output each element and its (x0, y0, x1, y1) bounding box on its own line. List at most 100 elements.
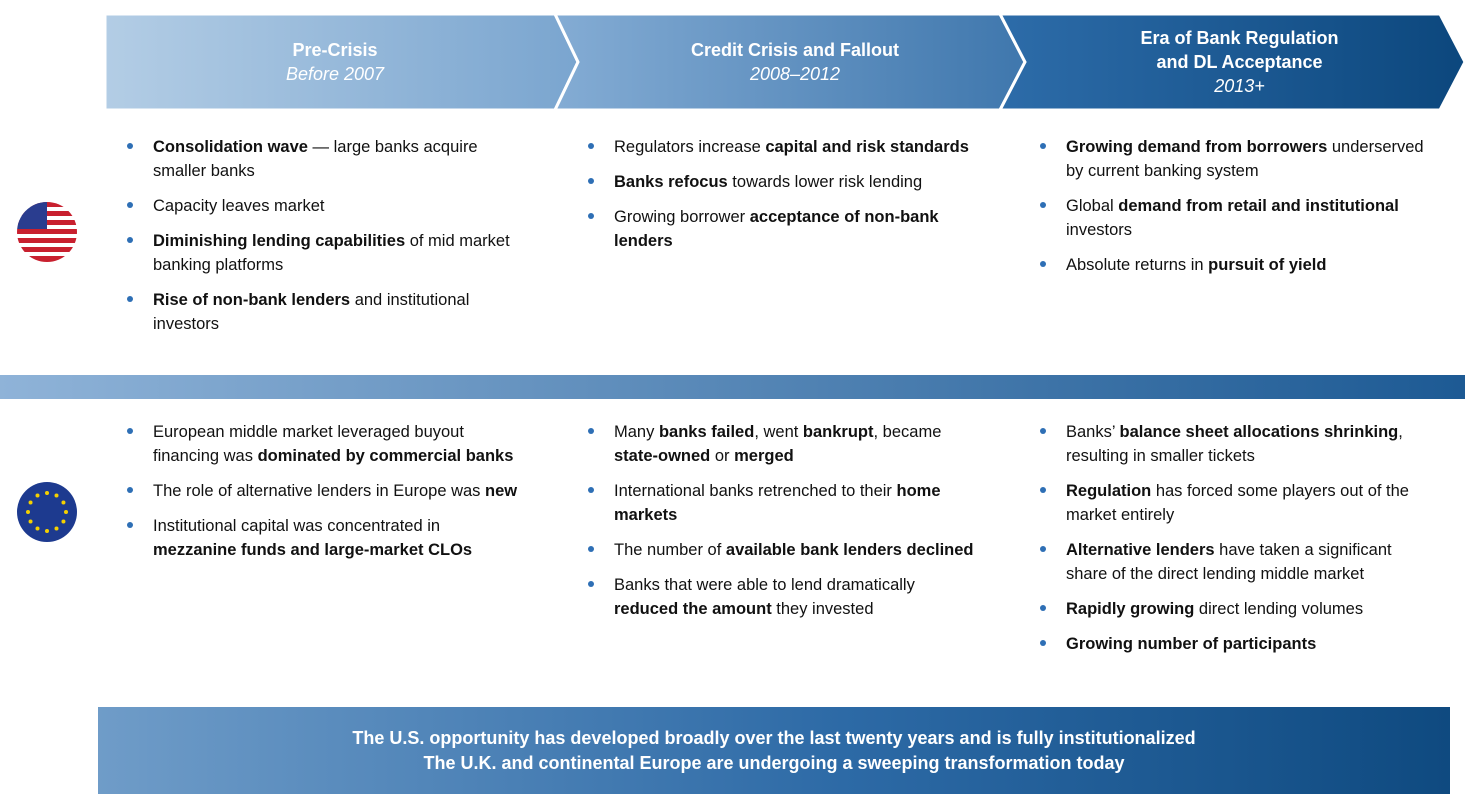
text: they invested (771, 600, 874, 618)
bullet-column: Many banks failed, went bankrupt, became… (588, 420, 983, 632)
phase-title: and DL Acceptance (1156, 52, 1323, 72)
bold-text: merged (734, 447, 794, 465)
star (45, 491, 49, 495)
text: — large banks acquire smaller banks (153, 138, 478, 180)
bullet: Banks that were able to lend dramaticall… (588, 573, 983, 621)
bold-text: Rise of non-bank lenders (153, 291, 351, 309)
text: The number of (614, 541, 726, 559)
text: have taken a significant share of the di… (1066, 541, 1392, 583)
footer-line: The U.K. and continental Europe are unde… (423, 752, 1125, 773)
bullet-column: Regulators increase capital and risk sta… (588, 135, 983, 264)
text: Growing borrower (614, 208, 750, 226)
text: European middle market leveraged buyout … (153, 423, 464, 465)
bullet: Capacity leaves market (127, 194, 522, 218)
star (54, 493, 59, 498)
us-flag (17, 202, 77, 262)
bold-text: pursuit of yield (1208, 256, 1327, 274)
star (26, 510, 30, 514)
bold-text: banks failed (658, 423, 755, 441)
chevron (997, 12, 1465, 112)
bold-text: Alternative lenders (1066, 541, 1215, 559)
bold-text: state-owned (614, 447, 711, 465)
bullet: Global demand from retail and institutio… (1040, 194, 1435, 242)
bold-text: Rapidly growing (1066, 600, 1195, 618)
bold-text: reduced the amount (614, 600, 772, 618)
text: direct lending volumes (1194, 600, 1364, 618)
bullet: European middle market leveraged buyout … (127, 420, 522, 468)
bullet-column: European middle market leveraged buyout … (127, 420, 522, 573)
star (61, 500, 66, 505)
bold-text: capital and risk standards (765, 138, 969, 156)
star (64, 510, 68, 514)
bold-text: balance sheet allocations shrinking (1119, 423, 1399, 441)
bullet-column: Growing demand from borrowers underserve… (1040, 135, 1435, 288)
bullet: Rapidly growing direct lending volumes (1040, 597, 1435, 621)
bullet: Alternative lenders have taken a signifi… (1040, 538, 1435, 586)
bullet: Absolute returns in pursuit of yield (1040, 253, 1435, 277)
text: or (710, 447, 735, 465)
eu-flag (17, 482, 77, 542)
text: Banks’ (1066, 423, 1120, 441)
footer-line: The U.S. opportunity has developed broad… (352, 727, 1196, 748)
bullet-column: Banks’ balance sheet allocations shrinki… (1040, 420, 1435, 667)
star (54, 526, 59, 531)
bullet: The number of available bank lenders dec… (588, 538, 983, 562)
bold-text: new (485, 482, 518, 500)
phase-period: Before 2007 (285, 64, 385, 84)
phase-period: 2008–2012 (749, 64, 841, 84)
star (28, 500, 33, 505)
text: , went (754, 423, 803, 441)
bold-text: mezzanine funds and large-market CLOs (153, 541, 473, 559)
divider (0, 375, 1465, 399)
star (35, 493, 40, 498)
text: Capacity leaves market (153, 197, 325, 215)
text: Global (1066, 197, 1119, 215)
text: Many (614, 423, 659, 441)
bold-text: Regulation (1066, 482, 1152, 500)
text: , resulting in smaller tickets (1066, 423, 1403, 465)
text: International banks retrenched to their (614, 482, 897, 500)
text: investors (1066, 221, 1133, 239)
bullet: Growing demand from borrowers underserve… (1040, 135, 1435, 183)
text: has forced some players out of the marke… (1066, 482, 1409, 524)
bullet: Many banks failed, went bankrupt, became… (588, 420, 983, 468)
bullet: Rise of non-bank lenders and institution… (127, 288, 522, 336)
bullet: Banks refocus towards lower risk lending (588, 170, 983, 194)
bullet: Regulators increase capital and risk sta… (588, 135, 983, 159)
star (35, 526, 40, 531)
star (45, 529, 49, 533)
phase-header: Era of Bank Regulation and DL Acceptance 2… (1022, 14, 1457, 110)
text: Banks that were able to lend dramaticall… (614, 576, 915, 594)
text: towards lower risk lending (727, 173, 923, 191)
text: Regulators increase (614, 138, 766, 156)
bold-text: home markets (614, 482, 941, 524)
bold-text: Consolidation wave (153, 138, 308, 156)
text: , became (873, 423, 942, 441)
bold-text: Banks refocus (614, 173, 728, 191)
bold-text: demand from retail and institutional (1118, 197, 1399, 215)
bold-text: Diminishing lending capabilities (153, 232, 406, 250)
bullet: Growing borrower acceptance of non-bank … (588, 205, 983, 253)
star (28, 519, 33, 524)
bullet: The role of alternative lenders in Europ… (127, 479, 522, 503)
bold-text: Growing demand from borrowers (1066, 138, 1328, 156)
text: Absolute returns in (1066, 256, 1209, 274)
bold-text: bankrupt (802, 423, 874, 441)
bold-text: Growing number of participants (1066, 635, 1317, 653)
phase-title: Pre-Crisis (292, 40, 378, 60)
phase-header: Pre-Crisis Before 2007 (105, 14, 565, 110)
bullet: Growing number of participants (1040, 632, 1435, 656)
star (61, 519, 66, 524)
text: Institutional capital was concentrated i… (153, 517, 441, 535)
text: and institutional investors (153, 291, 470, 333)
bullet: Diminishing lending capabilities of mid … (127, 229, 522, 277)
bullet: Consolidation wave — large banks acquire… (127, 135, 522, 183)
bullet: Regulation has forced some players out o… (1040, 479, 1435, 527)
phase-title: Era of Bank Regulation (1140, 28, 1339, 48)
bullet: Banks’ balance sheet allocations shrinki… (1040, 420, 1435, 468)
bold-text: dominated by commercial banks (257, 447, 514, 465)
bullet-column: Consolidation wave — large banks acquire… (127, 135, 522, 347)
footer-banner: The U.S. opportunity has developed broad… (98, 707, 1450, 794)
